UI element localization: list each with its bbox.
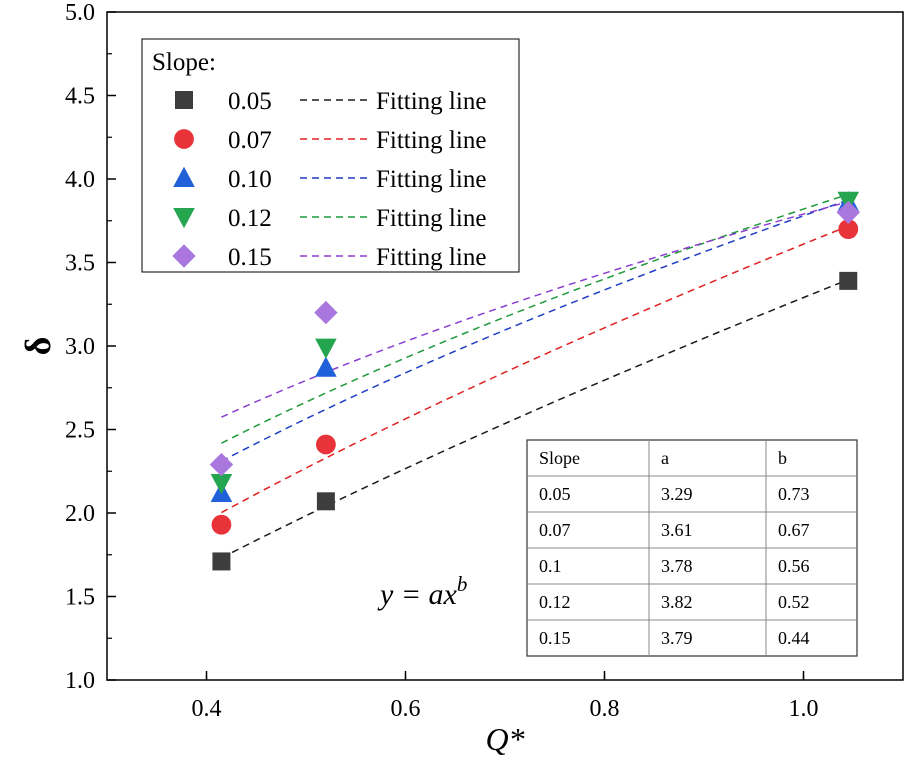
data-point-0.15 (209, 452, 234, 477)
data-point-0.05 (316, 492, 335, 511)
table-cell: 0.67 (778, 520, 810, 540)
data-point-0.10 (315, 356, 337, 377)
table-header-cell: a (661, 448, 669, 468)
y-tick-label: 2.5 (65, 418, 95, 444)
data-point-0.15 (836, 200, 860, 225)
table-cell: 0.05 (539, 484, 571, 504)
axis-ticks (107, 11, 805, 681)
table-cell: 0.73 (778, 484, 810, 504)
y-tick-label: 2.0 (65, 501, 95, 527)
legend-marker-0.05 (175, 91, 193, 109)
table-cell: 0.15 (539, 628, 571, 648)
table-cell: 0.12 (539, 592, 571, 612)
legend-title: Slope: (152, 49, 216, 76)
y-tick-label: 3.5 (65, 251, 95, 277)
legend-label-0.15: 0.15 (228, 244, 272, 271)
y-tick-label: 4.5 (65, 84, 95, 110)
table-cell: 3.78 (661, 556, 693, 576)
fitting-line-0.07 (221, 225, 849, 514)
data-point-0.12 (315, 338, 337, 359)
x-tick-label: 0.8 (590, 696, 620, 722)
table-cell: 0.52 (778, 592, 810, 612)
data-point-0.07 (838, 219, 859, 240)
legend-fit-label: Fitting line (376, 166, 486, 193)
legend-fit-label: Fitting line (376, 205, 486, 232)
legend-fit-label: Fitting line (376, 127, 486, 154)
x-tick-label: 0.4 (192, 696, 222, 722)
table-cell: 3.61 (661, 520, 693, 540)
legend-marker-0.15 (172, 244, 196, 268)
data-points (209, 191, 860, 571)
y-tick-label: 1.5 (65, 585, 95, 611)
table-cell: 0.44 (778, 628, 810, 648)
data-point-0.07 (211, 514, 232, 535)
y-axis-title: δ (18, 337, 58, 356)
legend-fit-label: Fitting line (376, 88, 486, 115)
legend-marker-0.12 (173, 208, 195, 229)
legend-marker-0.10 (173, 166, 195, 187)
x-axis-title: Q* (485, 721, 524, 757)
data-point-0.07 (316, 434, 336, 455)
parameter-table: Slope a b 0.05 3.29 0.73 0.07 3.61 0.67 0.1 3.78 0.… (526, 439, 858, 657)
legend-label-0.07: 0.07 (228, 127, 272, 154)
x-tick-label: 1.0 (789, 696, 819, 722)
table-cell: 3.29 (661, 484, 693, 504)
y-tick-label: 5.0 (65, 0, 95, 26)
legend-label-0.12: 0.12 (228, 205, 272, 232)
data-point-0.12 (210, 473, 233, 495)
y-tick-label: 3.0 (65, 334, 95, 360)
tick-labels: 1.0 1.5 2.0 2.5 3.0 3.5 4.0 4.5 5.0 0.4 0.6 0.8 1.0 (65, 0, 819, 722)
legend-marker-0.07 (174, 129, 194, 149)
legend-label-0.05: 0.05 (228, 88, 272, 115)
table-cell: 3.82 (661, 592, 693, 612)
table-cell: 0.1 (539, 556, 562, 576)
data-point-0.05 (212, 552, 231, 571)
legend-fit-label: Fitting line (376, 244, 486, 271)
table-cell: 0.07 (539, 520, 571, 540)
legend-box (141, 38, 520, 273)
y-tick-label: 4.0 (65, 167, 95, 193)
data-point-0.15 (314, 300, 338, 325)
fitting-line-0.12 (221, 193, 849, 444)
table-cell: 0.56 (778, 556, 810, 576)
data-point-0.05 (839, 271, 858, 290)
legend: Slope: 0.05 Fitting line 0.07 Fitting line 0… (141, 38, 520, 273)
plot-area-frame (106, 11, 904, 681)
table-cell: 3.79 (661, 628, 693, 648)
x-tick-label: 0.6 (391, 696, 421, 722)
table-header-cell: b (778, 448, 787, 468)
fitting-line-0.10 (221, 199, 849, 462)
legend-label-0.10: 0.10 (228, 166, 272, 193)
table-header-cell: Slope (539, 448, 580, 468)
y-tick-label: 1.0 (65, 668, 95, 694)
formula-annotation: y = axb (377, 572, 467, 611)
